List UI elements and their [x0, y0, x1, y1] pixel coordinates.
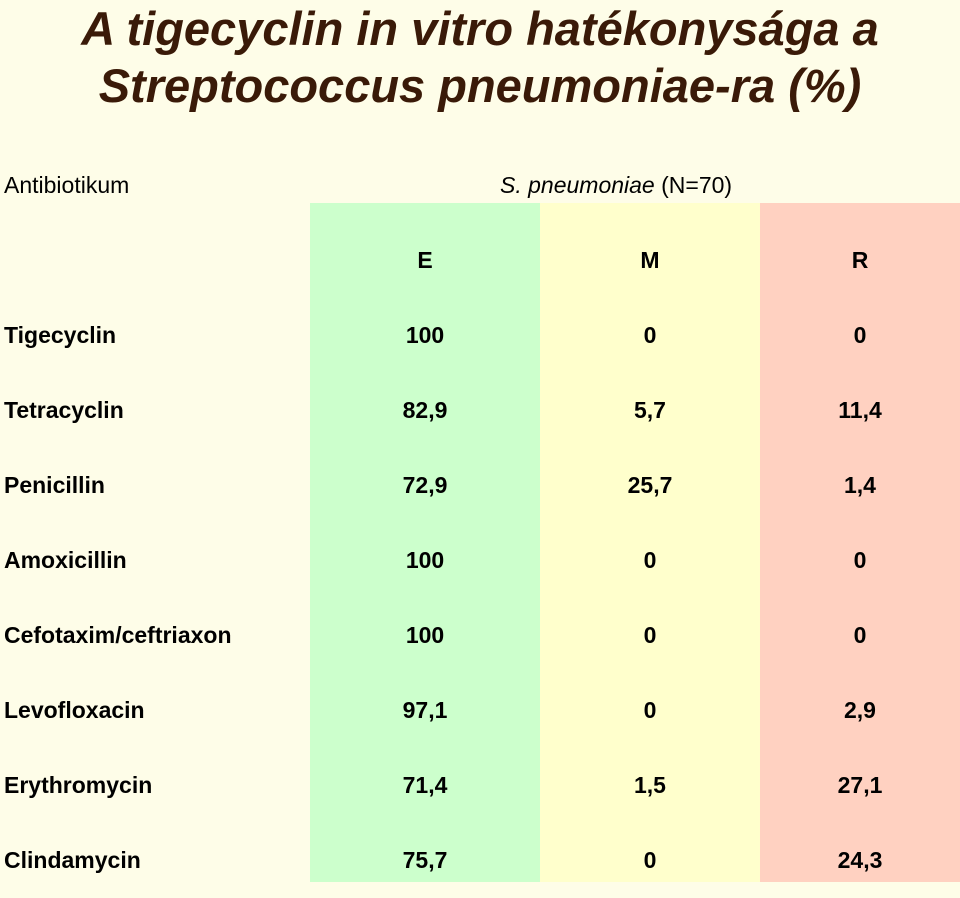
organism-count: (N=70) — [654, 172, 733, 198]
value-r: 2,9 — [844, 697, 876, 723]
value-e: 71,4 — [402, 772, 448, 798]
value-r: 0 — [853, 622, 867, 648]
value-m: 0 — [643, 322, 657, 348]
value-e: 100 — [405, 322, 445, 348]
table-row: Clindamycin 75,7 0 24,3 — [0, 823, 960, 898]
value-r: 0 — [853, 322, 867, 348]
value-m: 0 — [643, 622, 657, 648]
column-label-e: E — [417, 247, 433, 273]
value-e: 100 — [405, 547, 445, 573]
value-m: 0 — [643, 697, 657, 723]
table-header: Antibiotikum S. pneumoniae (N=70) — [0, 160, 960, 203]
value-m: 1,5 — [634, 772, 666, 798]
value-e: 72,9 — [402, 472, 448, 498]
value-r: 0 — [853, 547, 867, 573]
value-r: 1,4 — [844, 472, 876, 498]
value-e: 82,9 — [402, 397, 448, 423]
table-row: Tetracyclin 82,9 5,7 11,4 — [0, 373, 960, 448]
table-row: Cefotaxim/ceftriaxon 100 0 0 — [0, 598, 960, 673]
value-e: 75,7 — [402, 847, 448, 873]
value-r: 24,3 — [837, 847, 883, 873]
page-title: A tigecyclin in vitro hatékonysága a Str… — [0, 0, 960, 114]
value-e: 100 — [405, 622, 445, 648]
title-line-1: A tigecyclin in vitro hatékonysága a — [81, 2, 879, 55]
value-r: 27,1 — [837, 772, 883, 798]
table-row: Tigecyclin 100 0 0 — [0, 298, 960, 373]
table-row: Erythromycin 71,4 1,5 27,1 — [0, 748, 960, 823]
value-r: 11,4 — [838, 397, 882, 423]
table-row: Amoxicillin 100 0 0 — [0, 523, 960, 598]
antibiotic-name: Tigecyclin — [4, 322, 117, 348]
table-row: Penicillin 72,9 25,7 1,4 — [0, 448, 960, 523]
antibiotic-name: Levofloxacin — [4, 697, 145, 723]
antibiotic-name: Cefotaxim/ceftriaxon — [4, 622, 232, 648]
organism-name: S. pneumoniae — [500, 172, 655, 198]
column-e-background — [310, 203, 540, 882]
value-m: 25,7 — [627, 472, 673, 498]
organism-header: S. pneumoniae (N=70) — [500, 172, 732, 199]
value-m: 0 — [643, 847, 657, 873]
value-m: 0 — [643, 547, 657, 573]
column-m-background — [540, 203, 760, 882]
antibiotic-name: Amoxicillin — [4, 547, 127, 573]
value-m: 5,7 — [634, 397, 666, 423]
column-label-r: R — [851, 247, 869, 273]
antibiotic-name: Penicillin — [4, 472, 105, 498]
column-r-background — [760, 203, 960, 882]
antibiotic-name: Erythromycin — [4, 772, 153, 798]
susceptibility-table: Antibiotikum S. pneumoniae (N=70) E M R Tig… — [0, 160, 960, 882]
column-label-m: M — [640, 247, 660, 273]
value-e: 97,1 — [402, 697, 448, 723]
table-row: Levofloxacin 97,1 0 2,9 — [0, 673, 960, 748]
antibiotic-name: Tetracyclin — [4, 397, 124, 423]
antibiotic-name: Clindamycin — [4, 847, 141, 873]
antibiotic-header: Antibiotikum — [4, 172, 130, 198]
title-line-2: Streptococcus pneumoniae-ra (%) — [98, 59, 862, 112]
